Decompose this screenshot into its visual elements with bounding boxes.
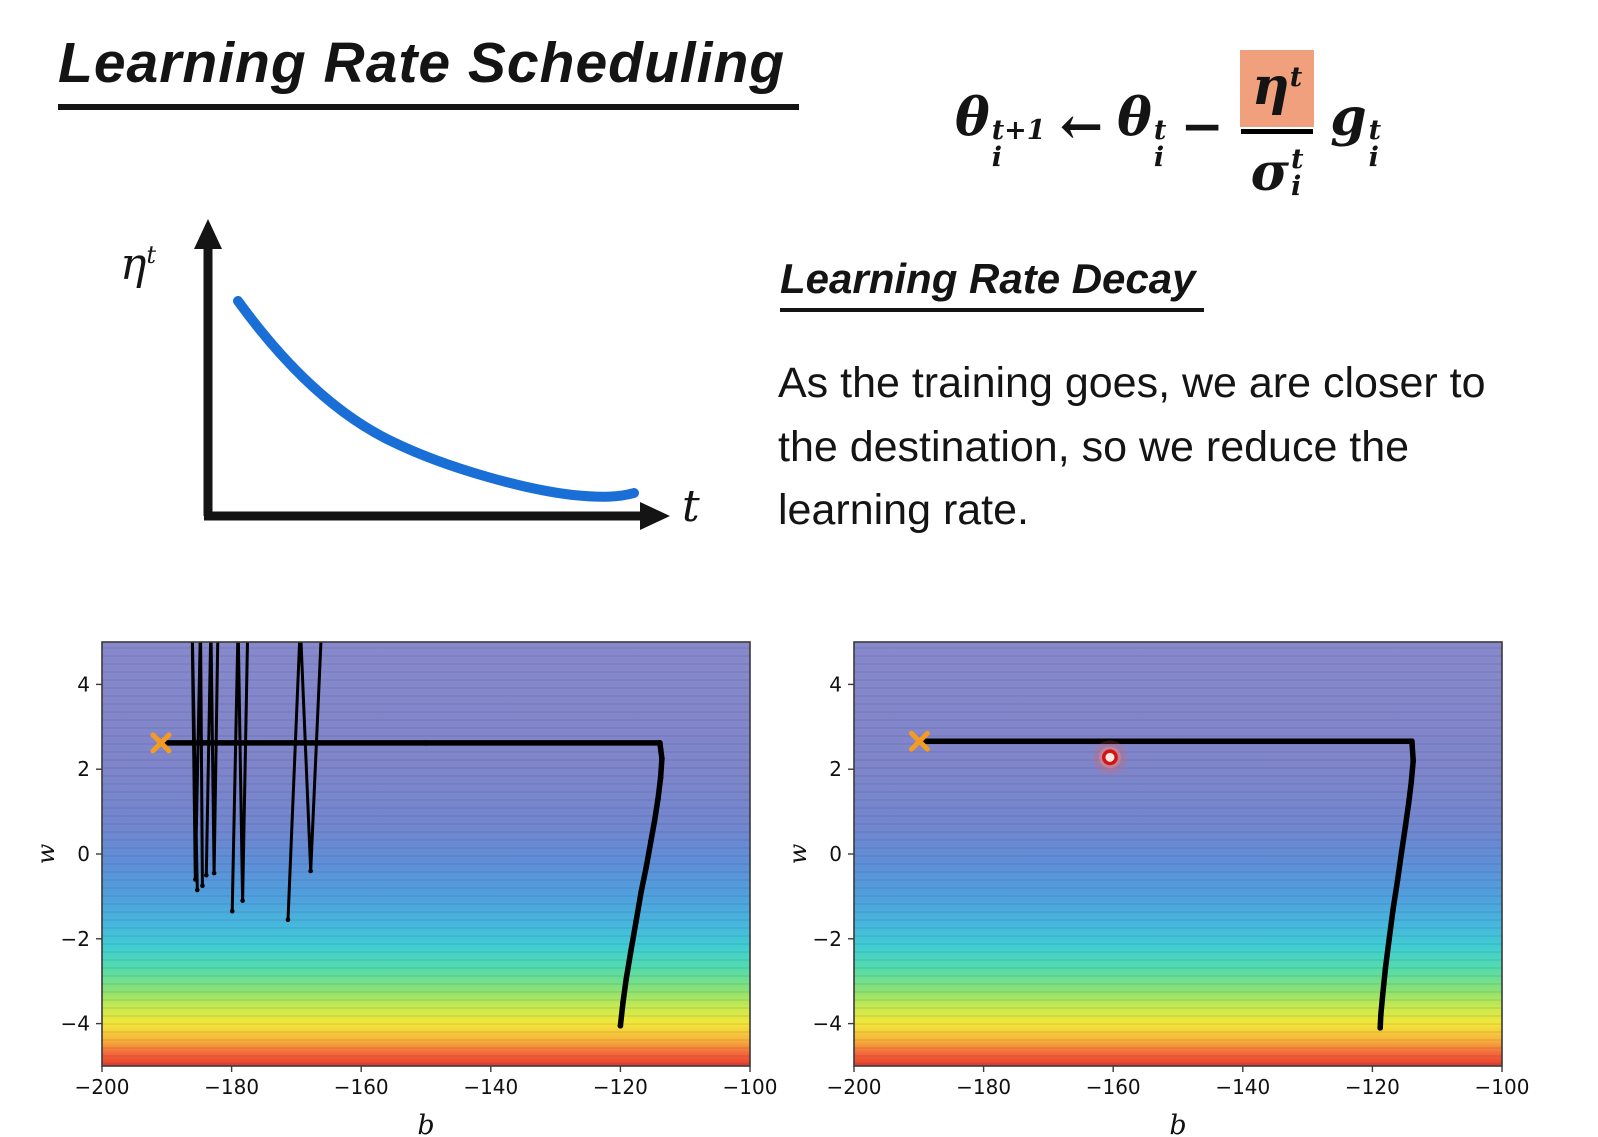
lr-decay-sketch: ηt t [108, 213, 728, 558]
cursor-highlight-marker [1092, 740, 1127, 775]
y-tick-label: −2 [813, 927, 842, 951]
start-point-cross-marker [150, 732, 172, 754]
y-tick-label: 0 [77, 842, 90, 866]
theta-lhs-symbol: θ [955, 86, 990, 148]
lr-decay-sketch-canvas [194, 219, 670, 530]
sketch-xlabel: t [682, 481, 700, 532]
x-tick-label: −180 [956, 1075, 1011, 1099]
y-axis-label: w [38, 843, 60, 864]
theta-rhs-sup: t [1153, 114, 1167, 146]
contour-lines [854, 647, 1502, 1065]
sketch-ylabel: ηt [120, 239, 156, 290]
x-axis-label: b [417, 1110, 434, 1137]
theta-lhs-sup: t+1 [991, 114, 1046, 146]
start-point-cross-marker [908, 730, 930, 752]
sketch-ylabel-sup: t [146, 241, 157, 269]
x-tick-label: −100 [1475, 1075, 1530, 1099]
x-tick-label: −180 [204, 1075, 259, 1099]
y-tick-label: 2 [77, 757, 90, 781]
lr-decay-curve [233, 296, 639, 502]
x-tick-label: −200 [827, 1075, 882, 1099]
eta-symbol: η [1251, 56, 1290, 117]
gradient-descent-trajectory [150, 642, 665, 1029]
y-tick-label: −4 [61, 1012, 90, 1036]
sigma-sub: i [1290, 171, 1302, 202]
error-surface-background [854, 642, 1502, 1066]
y-tick-label: 4 [77, 672, 90, 696]
theta-lhs-scripts: t+1 i [992, 117, 1046, 171]
y-tick-label: 0 [829, 842, 842, 866]
sigma-symbol: σ [1250, 142, 1289, 203]
page-title: Learning Rate Scheduling [58, 30, 800, 110]
assign-arrow: ← [1059, 96, 1104, 157]
sketch-y-axis-arrow-icon [194, 219, 222, 249]
gradient-sup: t [1368, 114, 1382, 146]
y-tick-label: −2 [61, 927, 90, 951]
contour-plot-no-decay: −200 −180 −160 −140 −120 −100 −4 −2 0 2 4 w b [32, 638, 778, 1137]
theta-lhs-sub: i [991, 141, 1002, 173]
y-tick-label: −4 [813, 1012, 842, 1036]
x-axis-label: b [1169, 1110, 1186, 1137]
theta-lhs-group: θ t+1 i [955, 86, 1046, 171]
contour-plot-with-decay-canvas: −200 −180 −160 −140 −120 −100 −4 −2 0 2 4 w b [784, 641, 1530, 1137]
gradient-sub: i [1368, 141, 1379, 173]
decay-heading: Learning Rate Decay [780, 255, 1204, 312]
x-tick-label: −120 [1345, 1075, 1400, 1099]
x-tick-label: −100 [723, 1075, 778, 1099]
theta-rhs-symbol: θ [1117, 86, 1152, 148]
minus-sign: − [1180, 96, 1224, 157]
sketch-ylabel-base: η [120, 239, 147, 290]
eta-highlight: ηt [1239, 50, 1315, 127]
decay-body-text: As the training goes, we are closer to t… [778, 359, 1486, 535]
eta-sup: t [1289, 62, 1303, 93]
sigma-sup: t [1290, 144, 1304, 175]
theta-rhs-sub: i [1153, 141, 1165, 173]
x-tick-label: −140 [1215, 1075, 1270, 1099]
contour-plot-with-decay: −200 −180 −160 −140 −120 −100 −4 −2 0 2 4 w b [784, 638, 1530, 1137]
sketch-x-axis-arrow-icon [640, 502, 670, 530]
gradient-symbol: g [1330, 86, 1367, 148]
y-tick-label: 4 [829, 672, 842, 696]
x-tick-label: −160 [1086, 1075, 1141, 1099]
contour-plot-no-decay-canvas: −200 −180 −160 −140 −120 −100 −4 −2 0 2 4 w b [32, 641, 778, 1137]
x-tick-label: −200 [75, 1075, 130, 1099]
gradient-descent-trajectory [908, 730, 1417, 1031]
x-tick-label: −160 [334, 1075, 389, 1099]
y-axis-label: w [790, 843, 812, 864]
y-tick-label: 2 [829, 757, 842, 781]
x-tick-label: −140 [463, 1075, 518, 1099]
x-tick-label: −120 [593, 1075, 648, 1099]
